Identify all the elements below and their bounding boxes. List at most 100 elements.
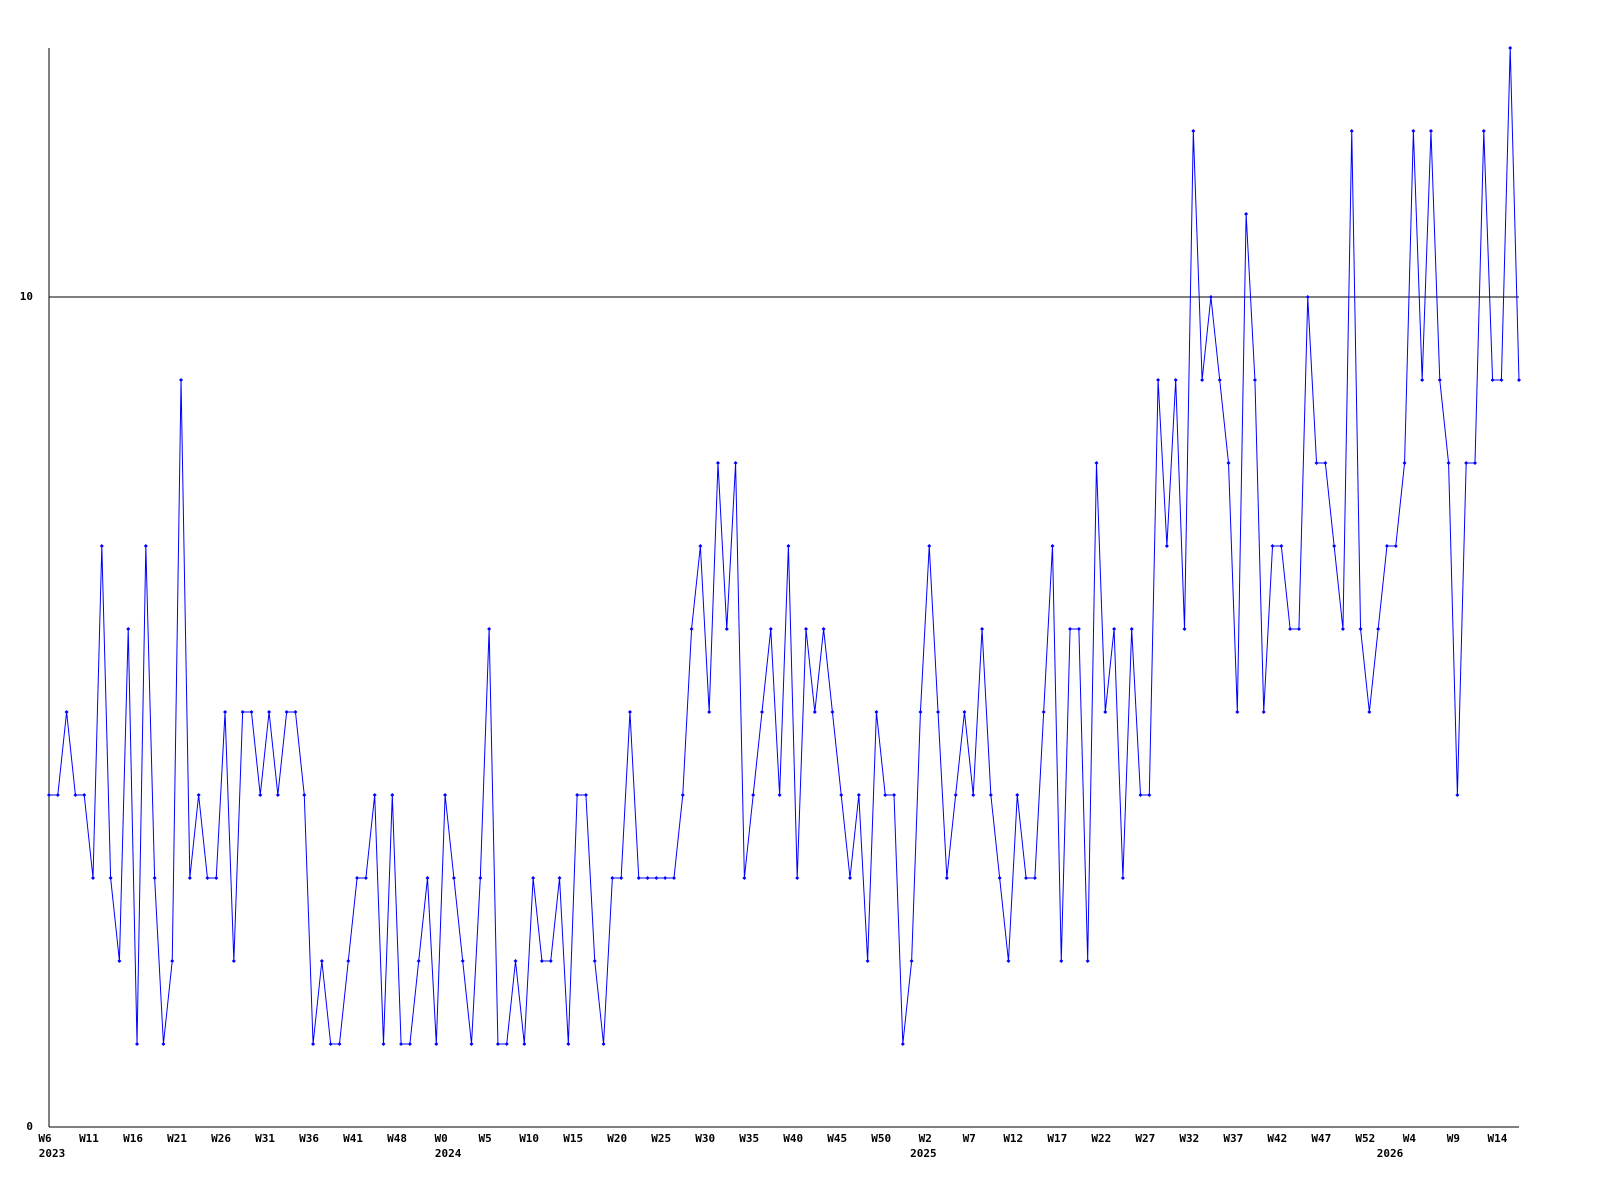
point-marker <box>892 793 897 797</box>
x-group-label: 2024 <box>435 1147 462 1160</box>
point-marker <box>64 710 69 714</box>
point-marker <box>337 1042 342 1046</box>
point-marker <box>1244 212 1249 216</box>
point-marker <box>1006 959 1011 963</box>
point-marker <box>355 876 360 880</box>
point-marker <box>223 710 228 714</box>
point-marker <box>1085 959 1090 963</box>
point-marker <box>689 627 694 631</box>
point-marker <box>1024 876 1029 880</box>
y-tick-label: 10 <box>20 290 33 303</box>
point-marker <box>936 710 941 714</box>
x-tick-label: W22 <box>1091 1132 1111 1145</box>
point-marker <box>1138 793 1143 797</box>
point-marker <box>258 793 263 797</box>
point-marker <box>663 876 668 880</box>
point-marker <box>1402 461 1407 465</box>
x-tick-label: W32 <box>1179 1132 1199 1145</box>
point-marker <box>707 710 712 714</box>
point-marker <box>1517 378 1521 382</box>
point-marker <box>1437 378 1442 382</box>
point-marker <box>865 959 870 963</box>
point-marker <box>1270 544 1275 548</box>
point-marker <box>179 378 184 382</box>
point-marker <box>821 627 826 631</box>
point-marker <box>1464 461 1469 465</box>
x-tick-label: W2 <box>919 1132 932 1145</box>
point-marker <box>469 1042 474 1046</box>
point-marker <box>988 793 993 797</box>
x-tick-label: W40 <box>783 1132 803 1145</box>
x-tick-label: W15 <box>563 1132 583 1145</box>
x-tick-label: W50 <box>871 1132 891 1145</box>
point-marker <box>671 876 676 880</box>
point-marker <box>267 710 272 714</box>
point-marker <box>1252 378 1257 382</box>
point-marker <box>874 710 879 714</box>
point-marker <box>495 1042 500 1046</box>
point-marker <box>1059 959 1064 963</box>
point-marker <box>980 627 985 631</box>
point-marker <box>1288 627 1293 631</box>
x-group-label: 2025 <box>910 1147 937 1160</box>
point-marker <box>1367 710 1372 714</box>
point-marker <box>91 876 96 880</box>
point-marker <box>1446 461 1451 465</box>
point-marker <box>1226 461 1231 465</box>
point-marker <box>1472 461 1477 465</box>
point-marker <box>302 793 307 797</box>
point-marker <box>284 710 289 714</box>
point-marker <box>1261 710 1266 714</box>
point-marker <box>575 793 580 797</box>
point-marker <box>804 627 809 631</box>
x-tick-label: W9 <box>1447 1132 1460 1145</box>
point-marker <box>856 793 861 797</box>
point-marker <box>1358 627 1363 631</box>
point-marker <box>205 876 210 880</box>
point-marker <box>531 876 536 880</box>
series-line <box>49 47 1520 1045</box>
point-marker <box>1340 627 1345 631</box>
point-marker <box>425 876 430 880</box>
point-marker <box>504 1042 509 1046</box>
point-marker <box>1200 378 1205 382</box>
x-tick-label: W52 <box>1355 1132 1375 1145</box>
point-marker <box>1156 378 1161 382</box>
point-marker <box>1208 295 1213 299</box>
point-marker <box>478 876 483 880</box>
point-marker <box>751 793 756 797</box>
point-marker <box>742 876 747 880</box>
x-group-label: 2023 <box>39 1147 66 1160</box>
point-marker <box>601 1042 606 1046</box>
x-tick-label: W25 <box>651 1132 671 1145</box>
point-marker <box>548 959 553 963</box>
x-tick-label: W48 <box>387 1132 407 1145</box>
x-tick-label: W16 <box>123 1132 143 1145</box>
x-tick-label: W47 <box>1311 1132 1331 1145</box>
point-marker <box>460 959 465 963</box>
x-tick-label: W30 <box>695 1132 715 1145</box>
point-marker <box>698 544 703 548</box>
point-marker <box>610 876 615 880</box>
point-marker <box>381 1042 386 1046</box>
point-marker <box>363 876 368 880</box>
point-marker <box>1384 544 1389 548</box>
point-marker <box>680 793 685 797</box>
x-tick-label: W26 <box>211 1132 231 1145</box>
point-marker <box>1305 295 1310 299</box>
x-tick-label: W17 <box>1047 1132 1067 1145</box>
point-marker <box>953 793 958 797</box>
point-marker <box>328 1042 333 1046</box>
point-marker <box>539 959 544 963</box>
x-tick-label: W12 <box>1003 1132 1023 1145</box>
point-marker <box>1279 544 1284 548</box>
point-marker <box>126 627 131 631</box>
point-marker <box>830 710 835 714</box>
point-marker <box>231 959 236 963</box>
point-marker <box>1191 129 1196 133</box>
y-tick-label: 0 <box>26 1120 33 1133</box>
point-marker <box>645 876 650 880</box>
point-marker <box>715 461 720 465</box>
point-marker <box>795 876 800 880</box>
